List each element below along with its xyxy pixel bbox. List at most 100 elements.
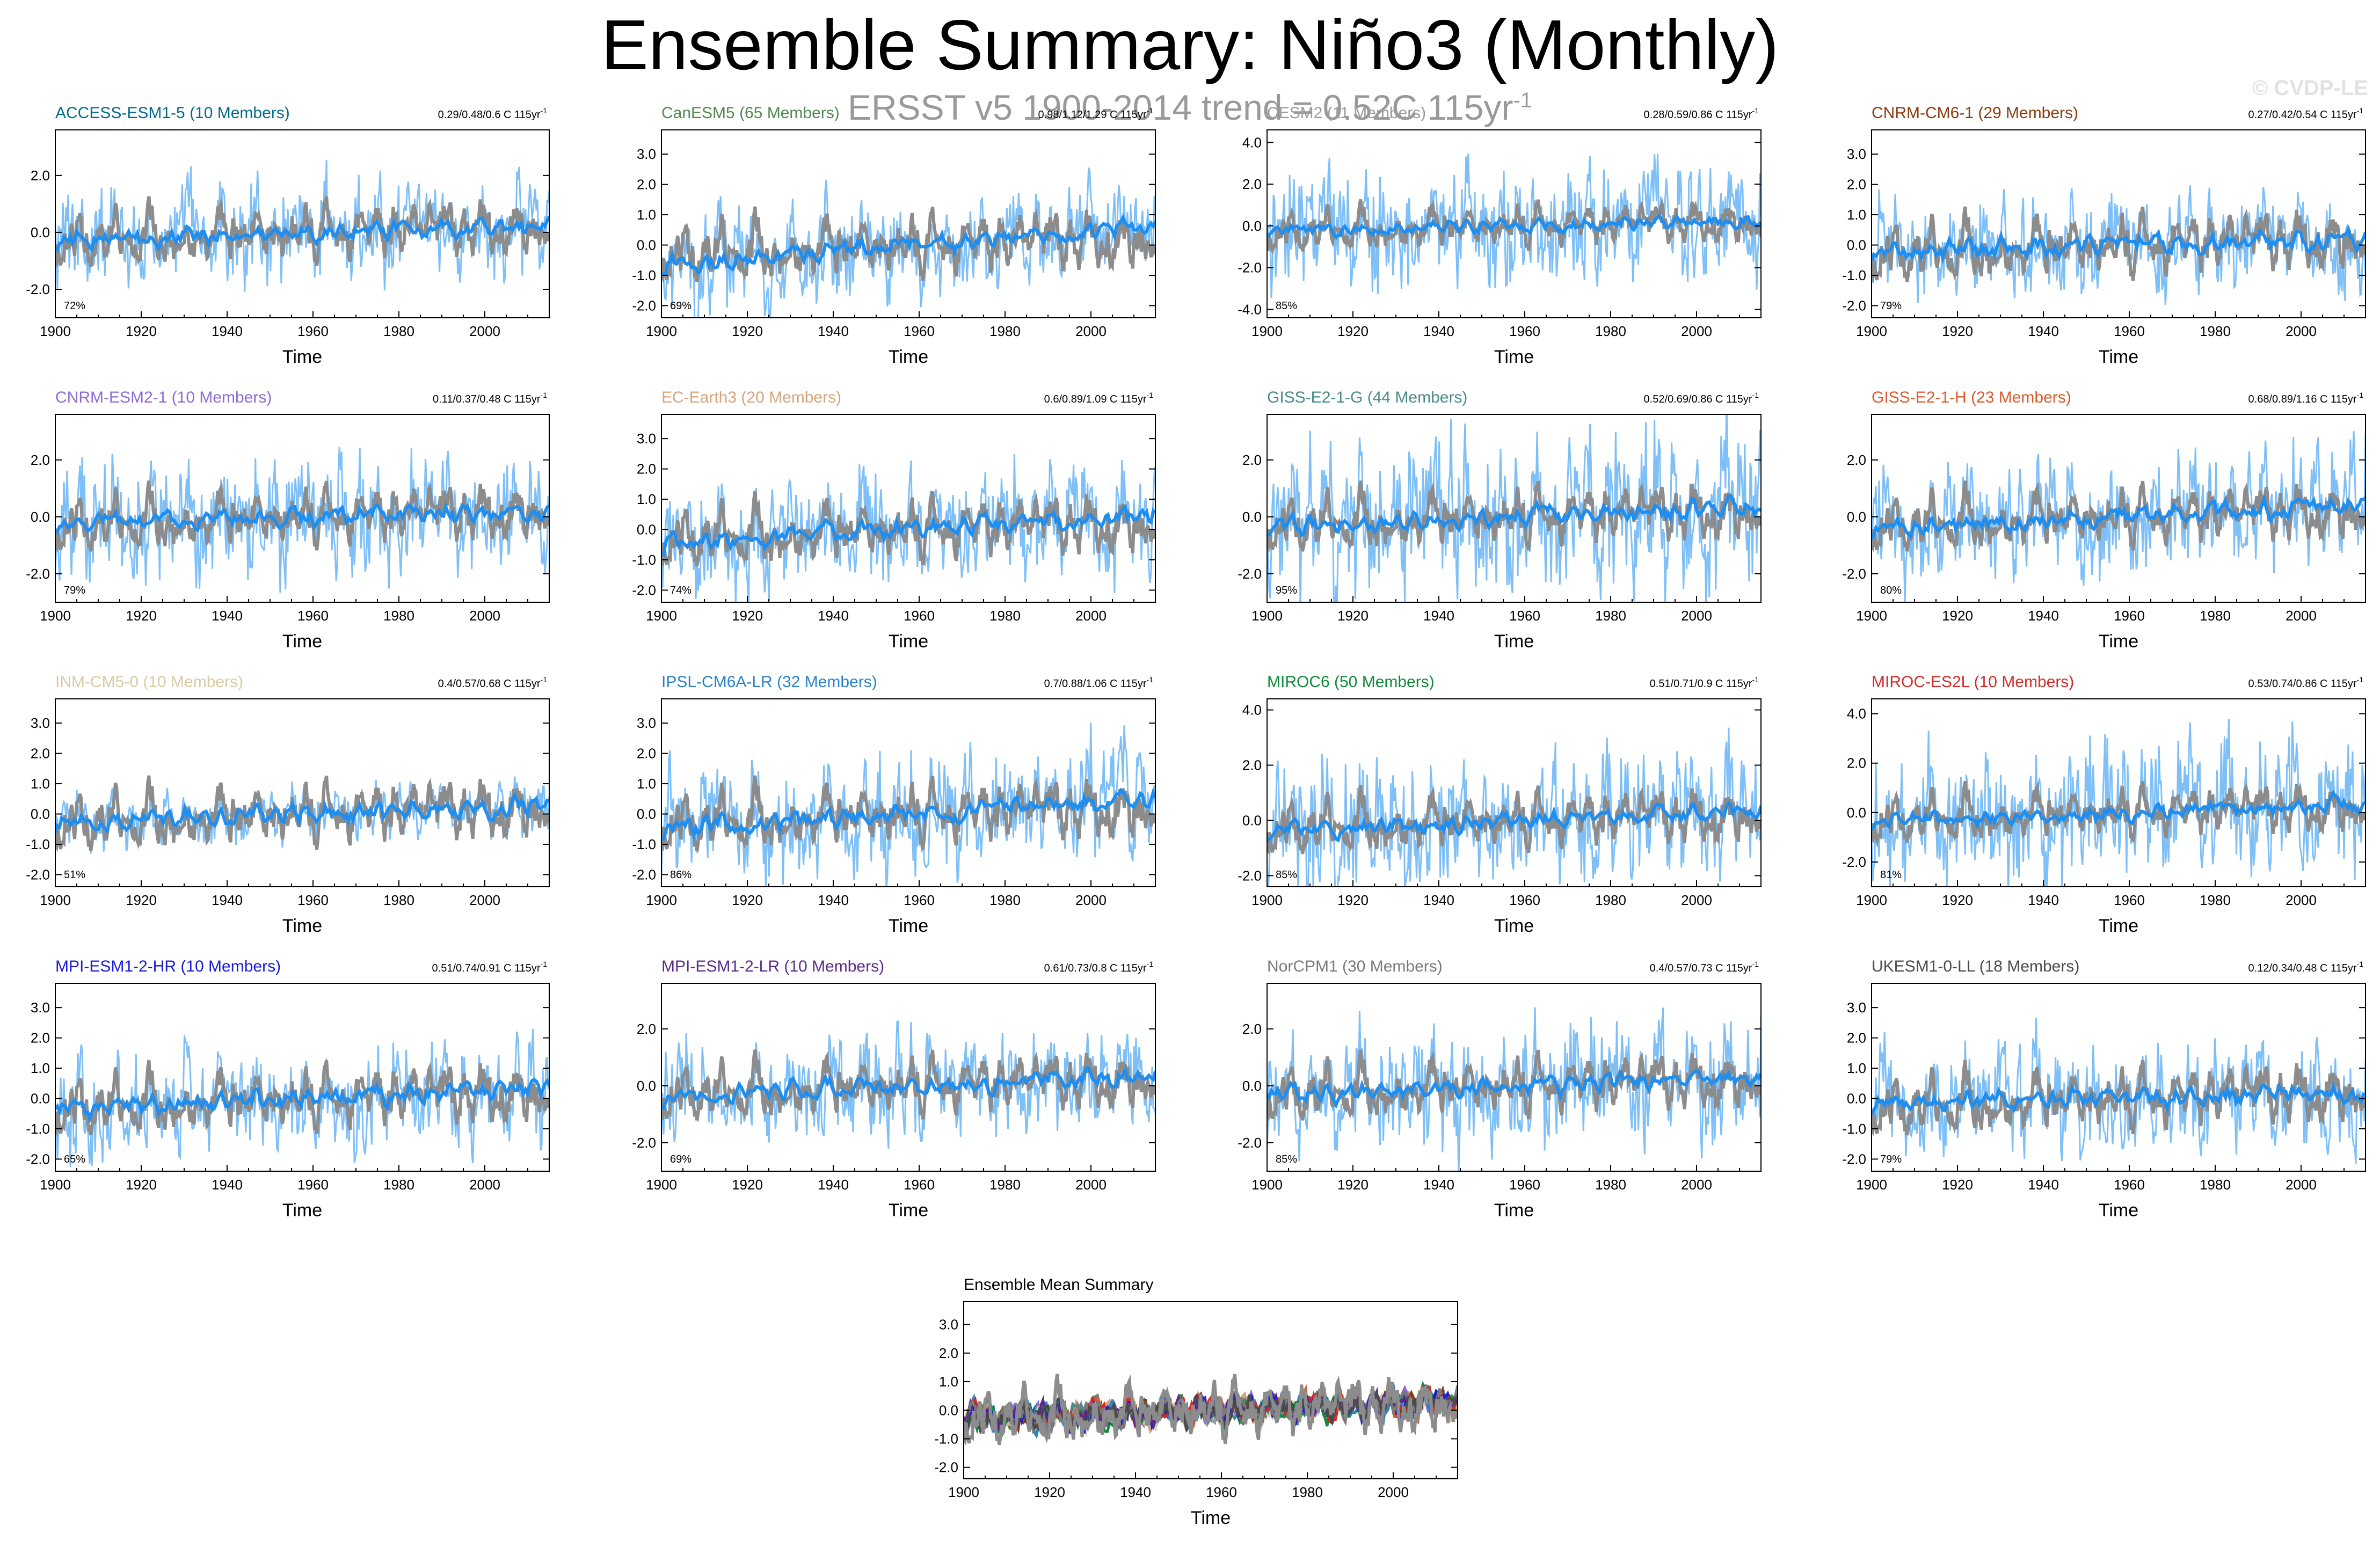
plot-frame xyxy=(1267,414,1762,603)
x-axis-label: Time xyxy=(1494,631,1534,652)
panel-title: NorCPM1 (30 Members) xyxy=(1267,958,1443,975)
panel-8: INM-CM5-0 (10 Members) 0.4/0.57/0.68 C 11… xyxy=(26,673,550,936)
x-axis-label: Time xyxy=(889,631,928,652)
y-tick-label: 2.0 xyxy=(1847,177,1866,193)
panel-10: MIROC6 (50 Members) 0.51/0.71/0.9 C 115yr… xyxy=(1238,673,1762,936)
plot-frame xyxy=(1871,698,2366,887)
ensemble-mean-series xyxy=(661,787,1155,841)
y-tick-label: -2.0 xyxy=(26,866,50,882)
x-tick-label: 1900 xyxy=(40,323,71,339)
y-tick-label: 1.0 xyxy=(1847,207,1866,223)
plot-area xyxy=(1267,727,1761,887)
y-tick-label: 2.0 xyxy=(1242,452,1262,468)
plot-frame xyxy=(55,414,550,603)
panel-stats-exponent: -1 xyxy=(541,391,548,399)
panel-3: CNRM-CM6-1 (29 Members) 0.27/0.42/0.54 C … xyxy=(1842,104,2366,367)
panel-stats: 0.51/0.71/0.9 C 115yr-1 xyxy=(1650,675,1759,690)
x-tick-label: 1980 xyxy=(989,892,1021,908)
y-tick-label: 1.0 xyxy=(31,1060,50,1076)
x-tick-label: 2000 xyxy=(1681,892,1712,908)
plot-area xyxy=(55,447,549,593)
observed-series xyxy=(55,1060,549,1137)
plot-area xyxy=(1267,154,1761,298)
x-axis-label: Time xyxy=(889,347,928,367)
y-tick-label: -2.0 xyxy=(1842,297,1866,313)
ensemble-mean-series xyxy=(1267,800,1761,843)
member-spread xyxy=(1872,185,2366,305)
x-tick-label: 1960 xyxy=(904,892,935,908)
panel-stats-exponent: -1 xyxy=(541,106,548,115)
x-tick-label: 1900 xyxy=(646,1177,677,1193)
subtitle-text: ERSST v5 1900-2014 trend = 0.52C 115yr xyxy=(847,87,1513,127)
y-tick-label: -1.0 xyxy=(632,552,656,568)
x-axis-label: Time xyxy=(1494,916,1534,936)
y-tick-label: 0.0 xyxy=(637,1078,656,1094)
panel-title: CNRM-ESM2-1 (10 Members) xyxy=(55,389,272,406)
panel-stats-text: 0.11/0.37/0.48 C 115yr xyxy=(433,393,541,405)
member-spread xyxy=(1267,1007,1761,1171)
panel-4: CNRM-ESM2-1 (10 Members) 0.11/0.37/0.48 C… xyxy=(26,389,550,652)
x-tick-label: 1920 xyxy=(732,608,763,624)
plot-frame xyxy=(55,129,550,318)
y-tick-label: 1.0 xyxy=(637,491,656,507)
ensemble-mean-series xyxy=(55,1078,549,1124)
panel-stats: 0.52/0.69/0.86 C 115yr-1 xyxy=(1644,391,1759,405)
y-tick-label: 2.0 xyxy=(31,1030,50,1046)
panel-stats-exponent: -1 xyxy=(2357,960,2364,968)
ensemble-mean-series xyxy=(661,1065,1155,1111)
y-tick-label: -2.0 xyxy=(26,281,50,297)
panel-percent: 74% xyxy=(670,585,692,596)
y-tick-label: -1.0 xyxy=(934,1430,958,1447)
ensemble-mean-series xyxy=(661,213,1155,276)
y-tick-label: 2.0 xyxy=(637,461,656,477)
panel-percent: 69% xyxy=(670,1154,692,1165)
x-tick-label: 1900 xyxy=(1856,892,1887,908)
x-tick-label: 1920 xyxy=(1942,892,1973,908)
panel-stats-text: 0.51/0.74/0.91 C 115yr xyxy=(432,962,541,974)
ensemble-mean-series xyxy=(1872,1081,2366,1115)
y-tick-label: -1.0 xyxy=(26,836,50,852)
plot-area xyxy=(55,1028,549,1167)
x-tick-label: 2000 xyxy=(1075,1177,1107,1193)
panel-stats-text: 0.6/0.89/1.09 C 115yr xyxy=(1044,393,1147,405)
panel-title: INM-CM5-0 (10 Members) xyxy=(55,673,243,691)
panel-7: GISS-E2-1-H (23 Members) 0.68/0.89/1.16 C… xyxy=(1842,389,2366,652)
x-tick-label: 1940 xyxy=(818,1177,849,1193)
y-tick-label: 2.0 xyxy=(1242,757,1262,773)
x-tick-label: 2000 xyxy=(1681,608,1712,624)
x-tick-label: 1960 xyxy=(2114,323,2145,339)
plot-area xyxy=(661,722,1155,887)
plot-area xyxy=(1872,185,2366,305)
y-tick-label: 2.0 xyxy=(637,177,656,193)
panel-6: GISS-E2-1-G (44 Members) 0.52/0.69/0.86 C… xyxy=(1238,389,1762,652)
x-tick-label: 1920 xyxy=(1942,1177,1973,1193)
y-tick-label: 3.0 xyxy=(31,715,50,731)
x-tick-label: 1980 xyxy=(2200,608,2231,624)
x-tick-label: 1900 xyxy=(1856,1177,1887,1193)
x-tick-label: 2000 xyxy=(1075,608,1107,624)
y-tick-label: 1.0 xyxy=(31,776,50,792)
x-tick-label: 1920 xyxy=(1337,323,1369,339)
ensemble-mean-series xyxy=(1267,213,1761,240)
panel-stats-text: 0.27/0.42/0.54 C 115yr xyxy=(2248,109,2357,121)
x-tick-label: 1940 xyxy=(2028,1177,2059,1193)
y-tick-label: 2.0 xyxy=(1847,1030,1866,1046)
ensemble-mean-series xyxy=(55,216,549,253)
panel-stats-exponent: -1 xyxy=(1752,106,1759,115)
panel-5: EC-Earth3 (20 Members) 0.6/0.89/1.09 C 11… xyxy=(632,389,1156,652)
x-tick-label: 2000 xyxy=(1378,1484,1409,1500)
panel-stats-text: 0.12/0.34/0.48 C 115yr xyxy=(2248,962,2357,974)
plot-area xyxy=(1872,719,2366,887)
y-tick-label: -1.0 xyxy=(632,267,656,283)
panel-title: MIROC-ES2L (10 Members) xyxy=(1872,673,2074,691)
y-tick-label: -2.0 xyxy=(1842,566,1866,582)
ensemble-mean-series xyxy=(1872,224,2366,265)
y-tick-label: 2.0 xyxy=(1847,755,1866,771)
x-tick-label: 1980 xyxy=(1595,892,1626,908)
ensemble-mean-series xyxy=(1267,493,1761,538)
panel-stats-exponent: -1 xyxy=(1147,675,1154,684)
panel-stats: 0.4/0.57/0.68 C 115yr-1 xyxy=(438,675,548,690)
panel-stats-exponent: -1 xyxy=(2357,675,2364,684)
panel-stats-exponent: -1 xyxy=(1752,960,1759,968)
panel-stats: 0.12/0.34/0.48 C 115yr-1 xyxy=(2248,960,2364,974)
